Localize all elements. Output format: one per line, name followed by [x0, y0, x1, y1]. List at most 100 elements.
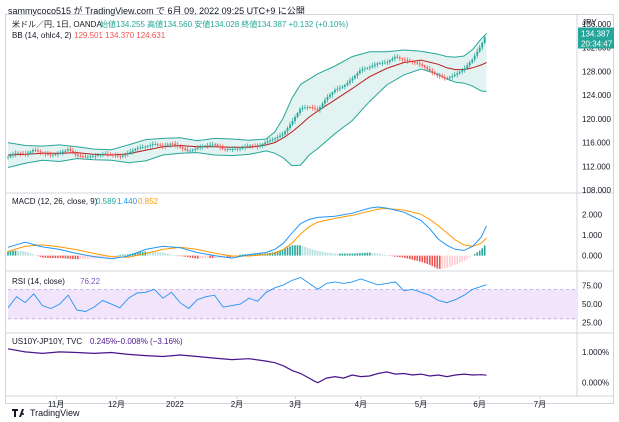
- macd-histogram-bar: [39, 255, 42, 257]
- macd-histogram-bar: [409, 255, 411, 260]
- candle-body: [311, 107, 314, 109]
- macd-histogram-bar: [329, 252, 331, 256]
- candle-body: [284, 131, 286, 135]
- macd-histogram-bar: [136, 252, 139, 256]
- macd-histogram-bar: [107, 255, 109, 258]
- macd-histogram-bar: [436, 255, 439, 269]
- macd-histogram-bar: [27, 252, 29, 256]
- candle-body: [189, 150, 192, 152]
- spread-legend-change: −0.008% (−3.16%): [116, 337, 183, 346]
- candle-body: [334, 89, 336, 93]
- candle-body: [451, 75, 454, 78]
- macd-histogram-bar: [241, 254, 244, 256]
- macd-histogram-bar: [254, 253, 256, 256]
- macd-histogram-bar: [214, 255, 216, 259]
- macd-histogram-bar: [299, 245, 301, 256]
- candle-body: [141, 147, 144, 148]
- macd-histogram-bar: [376, 253, 379, 256]
- candle-body: [159, 144, 162, 146]
- macd-histogram-bar: [391, 255, 394, 257]
- macd-histogram-bar: [126, 254, 129, 256]
- candle-body: [194, 148, 197, 150]
- candle-body: [54, 154, 57, 155]
- candle-body: [259, 145, 261, 147]
- macd-histogram-bar: [404, 255, 406, 258]
- macd-histogram-bar: [478, 250, 481, 256]
- candle-body: [468, 62, 471, 66]
- candle-body: [104, 153, 107, 155]
- candle-body: [101, 153, 104, 155]
- macd-histogram-bar: [44, 255, 47, 258]
- candle-body: [261, 143, 264, 146]
- macd-histogram-bar: [226, 255, 229, 258]
- candle-body: [356, 73, 359, 76]
- macd-legend-signal: 0.852: [138, 197, 159, 206]
- candle-body: [204, 145, 207, 147]
- macd-histogram-bar: [256, 253, 259, 256]
- macd-histogram-bar: [274, 251, 276, 256]
- macd-histogram-bar: [331, 253, 334, 256]
- macd-histogram-bar: [316, 250, 319, 256]
- macd-histogram-bar: [399, 255, 401, 258]
- macd-histogram-bar: [341, 253, 344, 256]
- candle-body: [246, 145, 249, 147]
- macd-histogram-bar: [379, 253, 381, 256]
- macd-histogram-bar: [386, 255, 389, 256]
- candle-body: [438, 75, 441, 77]
- candle-body: [179, 146, 182, 148]
- macd-histogram-bar: [102, 255, 104, 259]
- candle-body: [453, 74, 456, 76]
- macd-histogram-bar: [468, 255, 471, 258]
- macd-tick-label: 2.000: [582, 210, 603, 219]
- macd-histogram-bar: [466, 255, 469, 260]
- macd-histogram-bar: [239, 254, 241, 256]
- candle-body: [59, 152, 62, 154]
- macd-histogram-bar: [304, 246, 306, 256]
- macd-histogram-bar: [294, 245, 296, 256]
- macd-histogram-bar: [451, 255, 454, 267]
- candle-body: [99, 154, 102, 156]
- macd-histogram-bar: [146, 251, 149, 256]
- macd-histogram-bar: [461, 255, 464, 262]
- candle-body: [401, 58, 404, 60]
- bollinger-upper-line: [7, 33, 487, 151]
- macd-histogram-bar: [421, 255, 424, 263]
- candle-body: [266, 141, 269, 143]
- candle-body: [7, 156, 9, 158]
- macd-histogram-bar: [446, 255, 449, 268]
- publish-header: sammycoco515 が TradingView.com で 6月 09, …: [8, 6, 305, 16]
- candle-body: [164, 145, 167, 147]
- candle-body: [166, 144, 169, 146]
- rsi-line: [7, 277, 487, 312]
- currency-label: JPY: [582, 18, 597, 27]
- macd-histogram-bar: [54, 255, 57, 259]
- macd-histogram-bar: [87, 255, 89, 259]
- macd-histogram-bar: [194, 255, 196, 259]
- macd-histogram-bar: [456, 255, 459, 265]
- macd-histogram-bar: [473, 254, 476, 256]
- macd-histogram-bar: [476, 252, 479, 256]
- candle-body: [339, 87, 341, 89]
- macd-histogram-bar: [366, 252, 369, 256]
- candle-body: [413, 61, 416, 63]
- candle-body: [224, 148, 227, 150]
- candle-body: [443, 77, 446, 79]
- rsi-legend-name: RSI (14, close): [12, 277, 65, 286]
- macd-histogram-bar: [72, 255, 74, 260]
- candle-body: [408, 60, 411, 62]
- candle-body: [71, 150, 74, 153]
- macd-histogram-bar: [149, 251, 152, 256]
- candle-body: [244, 146, 246, 148]
- candle-body: [199, 147, 202, 148]
- candle-body: [236, 148, 239, 150]
- candle-body: [44, 153, 47, 155]
- candle-body: [346, 82, 349, 86]
- macd-histogram-bar: [394, 255, 396, 257]
- macd-histogram-bar: [356, 253, 359, 256]
- macd-histogram-bar: [67, 255, 69, 259]
- macd-histogram-bar: [448, 255, 451, 267]
- macd-histogram-bar: [29, 253, 32, 256]
- candle-body: [121, 155, 124, 157]
- candle-body: [19, 152, 22, 154]
